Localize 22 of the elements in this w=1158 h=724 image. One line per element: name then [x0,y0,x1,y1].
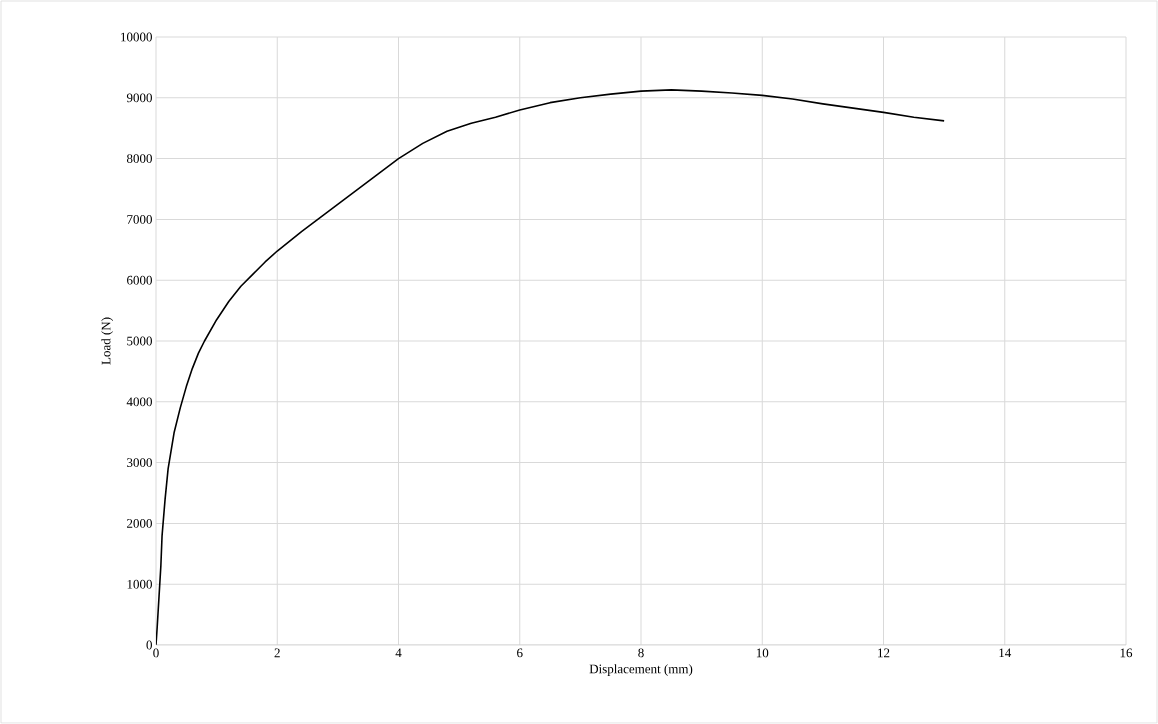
y-tick-label: 1000 [127,579,152,589]
y-tick-label: 9000 [126,93,152,103]
y-tick-label: 10000 [121,32,152,42]
y-tick-label: 4000 [126,397,152,407]
x-tick-label: 2 [274,648,280,658]
y-tick-label: 6000 [127,275,152,285]
y-tick-label: 0 [146,640,152,650]
y-tick-label: 5000 [127,336,152,346]
x-tick-label: 14 [999,648,1012,658]
x-tick-label: 16 [1120,648,1133,658]
y-tick-label: 8000 [126,154,152,163]
x-tick-label: 12 [878,648,890,658]
x-axis-title: Displacement (mm) [589,664,693,676]
y-tick-label: 3000 [127,458,152,467]
y-axis-title: Load (N) [101,317,114,365]
x-tick-label: 6 [517,648,523,658]
x-tick-label: 10 [756,648,769,658]
y-tick-label: 2000 [127,519,152,528]
y-tick-label: 7000 [127,215,152,224]
x-tick-label: 0 [153,648,159,658]
x-tick-label: 8 [638,648,644,658]
x-tick-label: 4 [395,648,402,658]
